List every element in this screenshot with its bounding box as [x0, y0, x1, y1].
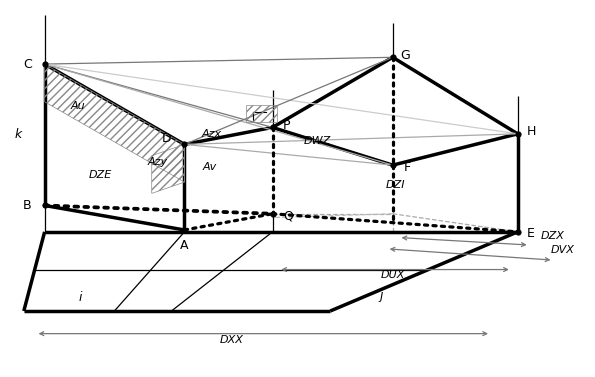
Text: E: E	[527, 227, 534, 240]
Text: DVX: DVX	[550, 245, 574, 254]
Text: DZX: DZX	[540, 231, 564, 241]
Text: Q: Q	[283, 209, 293, 222]
Text: G: G	[400, 49, 409, 62]
Text: DXX: DXX	[220, 335, 244, 345]
Text: i: i	[79, 291, 82, 304]
Text: D: D	[162, 132, 171, 145]
Text: C: C	[23, 58, 32, 70]
Text: B: B	[23, 199, 32, 212]
Text: Au: Au	[70, 101, 85, 110]
Text: DWZ: DWZ	[303, 136, 331, 146]
Text: k: k	[15, 128, 22, 141]
Text: F: F	[403, 161, 411, 173]
Text: DZE: DZE	[88, 170, 112, 180]
Text: P: P	[283, 119, 291, 132]
Text: DZI: DZI	[386, 180, 405, 190]
Text: DUX: DUX	[381, 270, 405, 280]
Text: Av: Av	[202, 162, 217, 172]
Text: Azy: Azy	[148, 157, 168, 167]
Text: Azx: Azx	[201, 129, 221, 139]
Text: A: A	[180, 239, 189, 251]
Text: j: j	[379, 290, 383, 302]
Text: H: H	[527, 126, 536, 138]
